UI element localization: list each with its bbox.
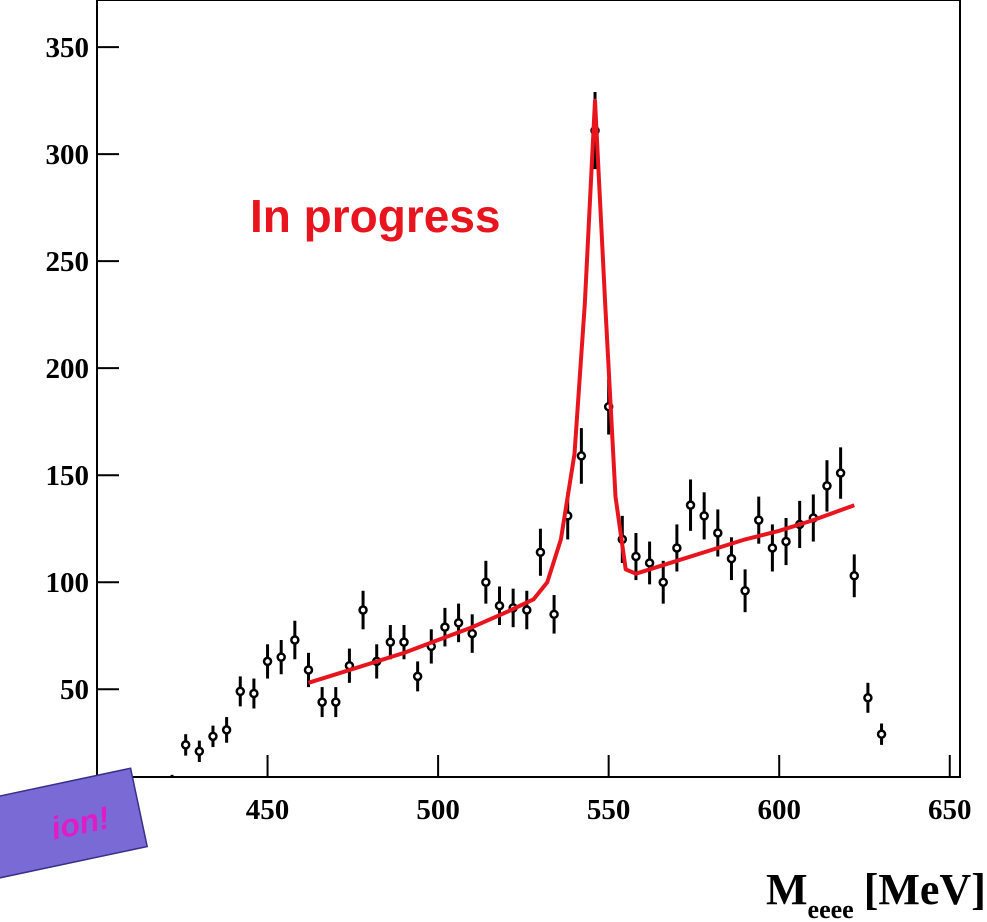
annotation: In progress <box>250 190 501 242</box>
data-point <box>631 551 641 562</box>
fit-curve <box>307 98 855 685</box>
y-tick-label: 250 <box>46 246 90 278</box>
data-point <box>412 671 423 682</box>
data-point <box>876 729 887 739</box>
data-point <box>290 635 300 645</box>
y-tick-label: 50 <box>60 674 89 706</box>
x-tick-label: 550 <box>587 794 631 826</box>
data-point <box>535 547 546 557</box>
data-point <box>822 481 832 491</box>
data-point <box>767 543 778 553</box>
x-tick-label: 600 <box>757 794 801 826</box>
data-point <box>399 637 409 647</box>
x-tick-label: 500 <box>416 794 460 826</box>
x-label-unit: [MeV] <box>864 865 986 914</box>
data-point <box>235 686 246 697</box>
frame <box>96 0 961 778</box>
data-point <box>208 731 218 742</box>
data-point <box>672 543 682 553</box>
stamp-box <box>0 767 149 890</box>
x-axis-label: Meeee [MeV] <box>766 865 986 922</box>
y-tick-label: 200 <box>46 353 90 385</box>
data-point <box>385 637 396 647</box>
data-point <box>453 618 464 628</box>
data-point <box>467 628 477 639</box>
data-point <box>481 577 491 587</box>
data-point <box>726 553 737 564</box>
data-point <box>549 609 559 620</box>
data-point <box>180 740 191 750</box>
data-point <box>276 652 286 662</box>
data-point <box>221 725 232 735</box>
data-point <box>781 536 791 547</box>
data-point <box>249 688 259 699</box>
x-label-sub: eeee <box>808 895 854 922</box>
data-point <box>303 665 314 675</box>
data-point <box>331 697 341 707</box>
data-point <box>849 571 860 581</box>
data-point <box>753 515 764 525</box>
data-point <box>685 500 696 510</box>
data-point <box>494 601 505 611</box>
x-tick-label: 650 <box>928 794 972 826</box>
data-point <box>835 468 846 478</box>
data-point <box>576 451 587 461</box>
x-tick-label: 450 <box>246 794 290 826</box>
stamp: ion! <box>0 767 149 890</box>
data-point <box>863 693 873 703</box>
y-tick-label: 100 <box>46 567 90 599</box>
data-point <box>699 511 709 521</box>
data-point <box>522 605 532 615</box>
data-point <box>262 656 273 667</box>
data-point <box>194 746 205 757</box>
x-label-main: M <box>766 865 808 914</box>
y-tick-label: 350 <box>46 32 90 64</box>
data-point <box>317 697 327 707</box>
data-point <box>740 586 750 596</box>
data-point <box>658 577 668 587</box>
data-point <box>713 528 723 538</box>
plot-area <box>169 92 887 777</box>
data-point <box>358 605 368 615</box>
y-tick-label: 150 <box>46 460 90 492</box>
data-point <box>440 622 450 632</box>
y-tick-label: 300 <box>46 139 90 171</box>
data-point <box>644 558 655 568</box>
